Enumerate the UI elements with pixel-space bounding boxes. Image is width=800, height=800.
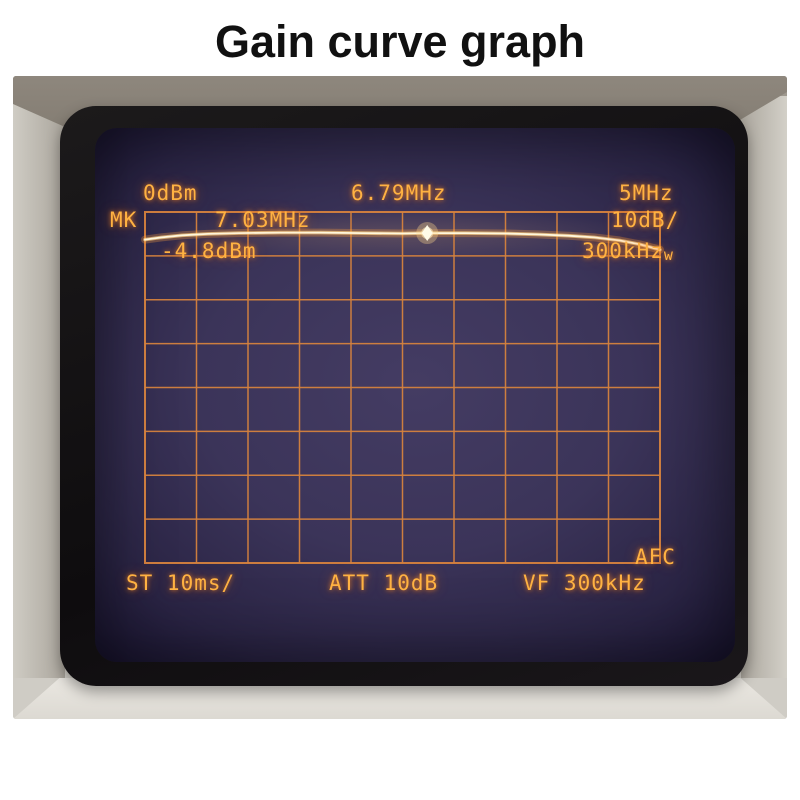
readout-sweep-time: ST 10ms/ — [126, 571, 236, 595]
crt-screen: 0dBm 6.79MHz 5MHz MK 7.03MHz 10dB/ -4.8d… — [95, 128, 735, 662]
readout-marker-label: MK — [110, 208, 138, 232]
readout-span: 5MHz — [619, 181, 674, 205]
readout-ref-level: 0dBm — [143, 181, 198, 205]
readout-rbw-mode: w — [663, 246, 673, 264]
analyzer-front-panel: 0dBm 6.79MHz 5MHz MK 7.03MHz 10dB/ -4.8d… — [13, 76, 787, 719]
readout-video-filter: VF 300kHz — [523, 571, 646, 595]
readout-marker-level: -4.8dBm — [161, 239, 257, 263]
readout-afc: AFC — [635, 545, 676, 569]
panel-right-bevel — [741, 96, 787, 696]
readout-scale: 10dB/ — [611, 208, 680, 232]
crt-bezel: 0dBm 6.79MHz 5MHz MK 7.03MHz 10dB/ -4.8d… — [60, 106, 748, 686]
readout-attenuation: ATT 10dB — [329, 571, 439, 595]
panel-left-bevel — [13, 96, 65, 696]
page-title: Gain curve graph — [214, 16, 586, 67]
readout-rbw: 300kHzw — [582, 241, 673, 266]
readout-rbw-value: 300kHz — [582, 239, 664, 263]
readout-center-freq: 6.79MHz — [351, 181, 447, 205]
graticule-and-trace — [141, 211, 664, 564]
readout-marker-freq: 7.03MHz — [215, 208, 311, 232]
